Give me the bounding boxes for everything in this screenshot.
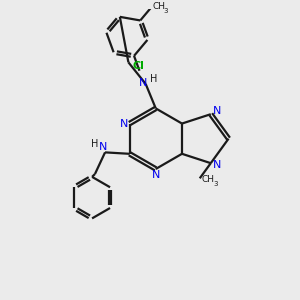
Text: N: N [213, 160, 221, 170]
Text: 3: 3 [213, 181, 218, 187]
Text: H: H [91, 139, 99, 149]
Text: H: H [150, 74, 158, 84]
Text: N: N [213, 106, 221, 116]
Text: CH: CH [202, 175, 215, 184]
Text: N: N [139, 78, 148, 88]
Text: 3: 3 [163, 8, 168, 14]
Text: N: N [152, 170, 160, 180]
Text: N: N [99, 142, 107, 152]
Text: Cl: Cl [132, 61, 144, 70]
Text: CH: CH [152, 2, 165, 11]
Text: N: N [120, 118, 129, 128]
